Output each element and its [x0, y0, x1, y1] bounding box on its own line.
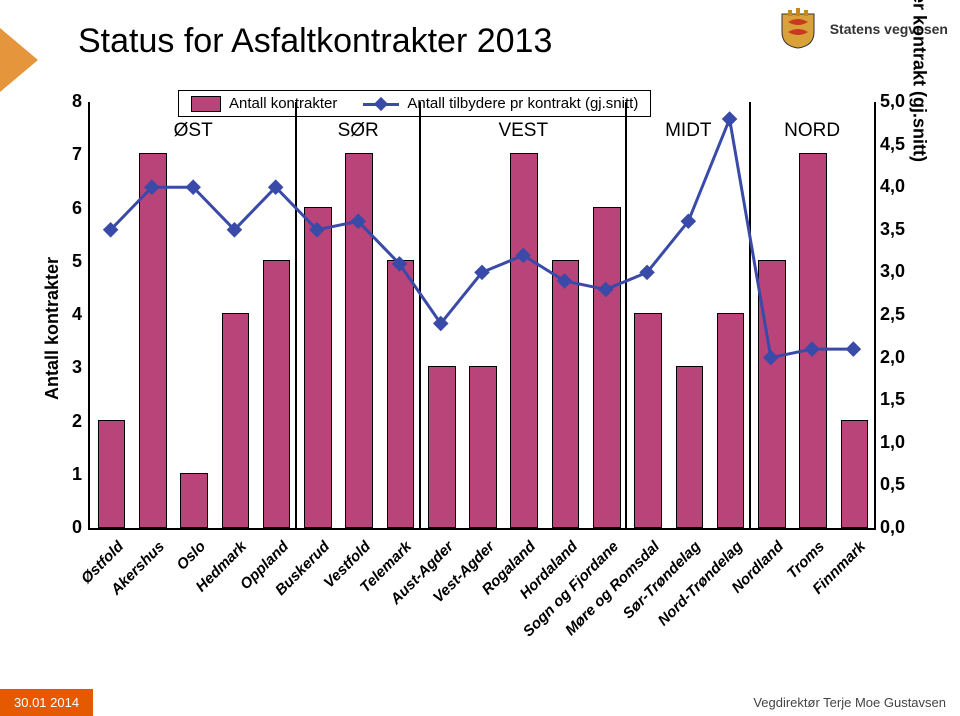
region-label: NORD: [772, 120, 852, 142]
page-title: Status for Asfaltkontrakter 2013: [78, 22, 552, 61]
y-tick-left: 7: [58, 144, 82, 165]
bar: [634, 313, 662, 528]
y-tick-right: 0,0: [880, 517, 905, 538]
bar: [139, 153, 167, 528]
bar: [841, 420, 869, 529]
bar: [263, 260, 291, 528]
bar: [552, 260, 580, 528]
bar: [717, 313, 745, 528]
vegvesen-shield-icon: [774, 8, 822, 50]
y-tick-right: 4,0: [880, 176, 905, 197]
y-tick-left: 2: [58, 411, 82, 432]
plot-area: ØST SØR VEST MIDT NORD: [88, 102, 876, 530]
region-label: ØST: [153, 120, 233, 142]
y-tick-right: 1,0: [880, 432, 905, 453]
y-tick-left: 3: [58, 357, 82, 378]
y-axis-right-label: Tilbydere per kontrakt (gj.snitt): [909, 0, 930, 162]
region-divider: [625, 102, 627, 528]
bar: [593, 207, 621, 529]
bar: [345, 153, 373, 528]
bar: [758, 260, 786, 528]
accent-corner: [0, 28, 38, 92]
y-tick-left: 6: [58, 198, 82, 219]
y-tick-left: 0: [58, 517, 82, 538]
bar: [180, 473, 208, 528]
footer-date: 30.01 2014: [0, 689, 93, 716]
y-tick-right: 4,5: [880, 134, 905, 155]
bar: [676, 366, 704, 528]
y-tick-right: 0,5: [880, 474, 905, 495]
logo-text: Statens vegvesen: [830, 21, 948, 37]
y-tick-left: 1: [58, 464, 82, 485]
bar: [469, 366, 497, 528]
bar: [799, 153, 827, 528]
bar: [304, 207, 332, 529]
bar: [222, 313, 250, 528]
bar: [428, 366, 456, 528]
y-tick-right: 2,5: [880, 304, 905, 325]
footer-credit: Vegdirektør Terje Moe Gustavsen: [753, 695, 946, 710]
y-tick-right: 2,0: [880, 347, 905, 368]
y-axis-left-label: Antall kontrakter: [42, 257, 63, 400]
y-tick-left: 5: [58, 251, 82, 272]
bar: [98, 420, 126, 529]
y-tick-left: 4: [58, 304, 82, 325]
bar: [510, 153, 538, 528]
y-tick-right: 1,5: [880, 389, 905, 410]
bar: [387, 260, 415, 528]
y-tick-right: 5,0: [880, 91, 905, 112]
region-label: MIDT: [648, 120, 728, 142]
y-tick-right: 3,0: [880, 261, 905, 282]
region-divider: [295, 102, 297, 528]
region-label: SØR: [318, 120, 398, 142]
region-label: VEST: [483, 120, 563, 142]
y-tick-right: 3,5: [880, 219, 905, 240]
y-tick-left: 8: [58, 91, 82, 112]
chart: Antall kontrakter Tilbydere per kontrakt…: [24, 88, 936, 678]
region-divider: [749, 102, 751, 528]
region-divider: [419, 102, 421, 528]
